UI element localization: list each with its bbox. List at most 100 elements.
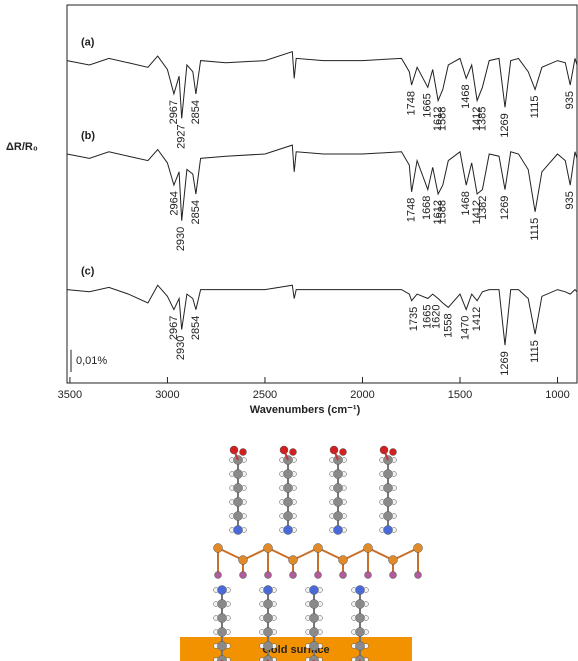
atom (239, 571, 247, 579)
scale-bar-label: 0,01% (76, 355, 107, 367)
atom (263, 543, 273, 553)
atom (239, 448, 247, 456)
peak-label: 1748 (406, 91, 418, 115)
atom (217, 599, 227, 609)
peak-label: 1735 (408, 307, 420, 331)
peak-label: 1385 (476, 107, 488, 131)
x-tick-label: 3500 (58, 389, 82, 401)
atom (313, 543, 323, 553)
peak-label: 1588 (437, 200, 449, 224)
atom (288, 555, 298, 565)
atom (329, 445, 339, 455)
atom (333, 525, 343, 535)
atom (233, 511, 243, 521)
atom (383, 497, 393, 507)
atom (264, 571, 272, 579)
peak-label: 2854 (190, 316, 202, 340)
atom (217, 641, 227, 651)
atom (213, 543, 223, 553)
atom (283, 483, 293, 493)
peak-label: 2854 (190, 100, 202, 124)
peak-label: 1612 (432, 200, 444, 224)
peak-label: 1115 (529, 95, 541, 118)
x-tick-label: 2000 (350, 389, 374, 401)
atom (309, 655, 319, 661)
x-tick-label: 3000 (155, 389, 179, 401)
peak-label: 1468 (460, 84, 472, 108)
atom (388, 555, 398, 565)
x-axis-label: Wavenumbers (cm⁻¹) (250, 404, 361, 416)
atom (363, 543, 373, 553)
atom (283, 497, 293, 507)
atom (364, 571, 372, 579)
peak-label: 935 (564, 191, 576, 209)
spectrum-line (66, 144, 578, 221)
atom (309, 599, 319, 609)
atom (214, 571, 222, 579)
atom (355, 585, 365, 595)
atom (383, 469, 393, 479)
spectrum-line (66, 51, 578, 119)
peak-label: 2927 (176, 124, 188, 148)
atom (339, 571, 347, 579)
atom (333, 483, 343, 493)
atom (289, 448, 297, 456)
atom (283, 525, 293, 535)
atom (355, 599, 365, 609)
atom (309, 641, 319, 651)
atom (263, 599, 273, 609)
atom (229, 445, 239, 455)
atom (217, 655, 227, 661)
peak-label: 1412 (471, 307, 483, 331)
atom (389, 571, 397, 579)
peak-label: 1588 (437, 107, 449, 131)
x-tick-label: 1500 (448, 389, 472, 401)
atom (263, 613, 273, 623)
atom (283, 511, 293, 521)
atom (333, 511, 343, 521)
peak-label: 1668 (421, 196, 433, 220)
atom (263, 627, 273, 637)
peak-label: 1269 (499, 351, 511, 375)
peak-label: 1269 (499, 113, 511, 137)
peak-label: 2930 (175, 336, 187, 360)
atom (339, 448, 347, 456)
atom (309, 627, 319, 637)
atom (414, 571, 422, 579)
atom (217, 613, 227, 623)
peak-label: 1468 (460, 191, 472, 215)
peak-label: 2967 (168, 100, 180, 124)
x-tick-label: 2500 (253, 389, 277, 401)
atom (355, 613, 365, 623)
atom (389, 448, 397, 456)
plot-frame (66, 4, 578, 384)
peak-label: 1412 (471, 107, 483, 131)
peak-label: 1382 (477, 196, 489, 220)
atom (289, 571, 297, 579)
atom (233, 483, 243, 493)
atom (309, 613, 319, 623)
series-label: (c) (81, 266, 95, 278)
peak-label: 1665 (422, 305, 434, 329)
atom (233, 469, 243, 479)
atom (383, 511, 393, 521)
atom (309, 585, 319, 595)
atom (379, 445, 389, 455)
peak-label: 1620 (430, 305, 442, 329)
peak-label: 2967 (168, 316, 180, 340)
atom (217, 585, 227, 595)
atom (283, 469, 293, 479)
peak-label: 1412 (471, 200, 483, 224)
atom (333, 497, 343, 507)
peak-label: 935 (564, 91, 576, 109)
peak-label: 1115 (529, 340, 541, 363)
peak-label: 1612 (432, 107, 444, 131)
atom (279, 445, 289, 455)
peak-label: 1115 (529, 218, 541, 241)
series-label: (a) (81, 36, 95, 48)
atom (263, 585, 273, 595)
atom (355, 627, 365, 637)
peak-label: 1470 (460, 316, 472, 340)
peak-label: 1558 (443, 313, 455, 337)
